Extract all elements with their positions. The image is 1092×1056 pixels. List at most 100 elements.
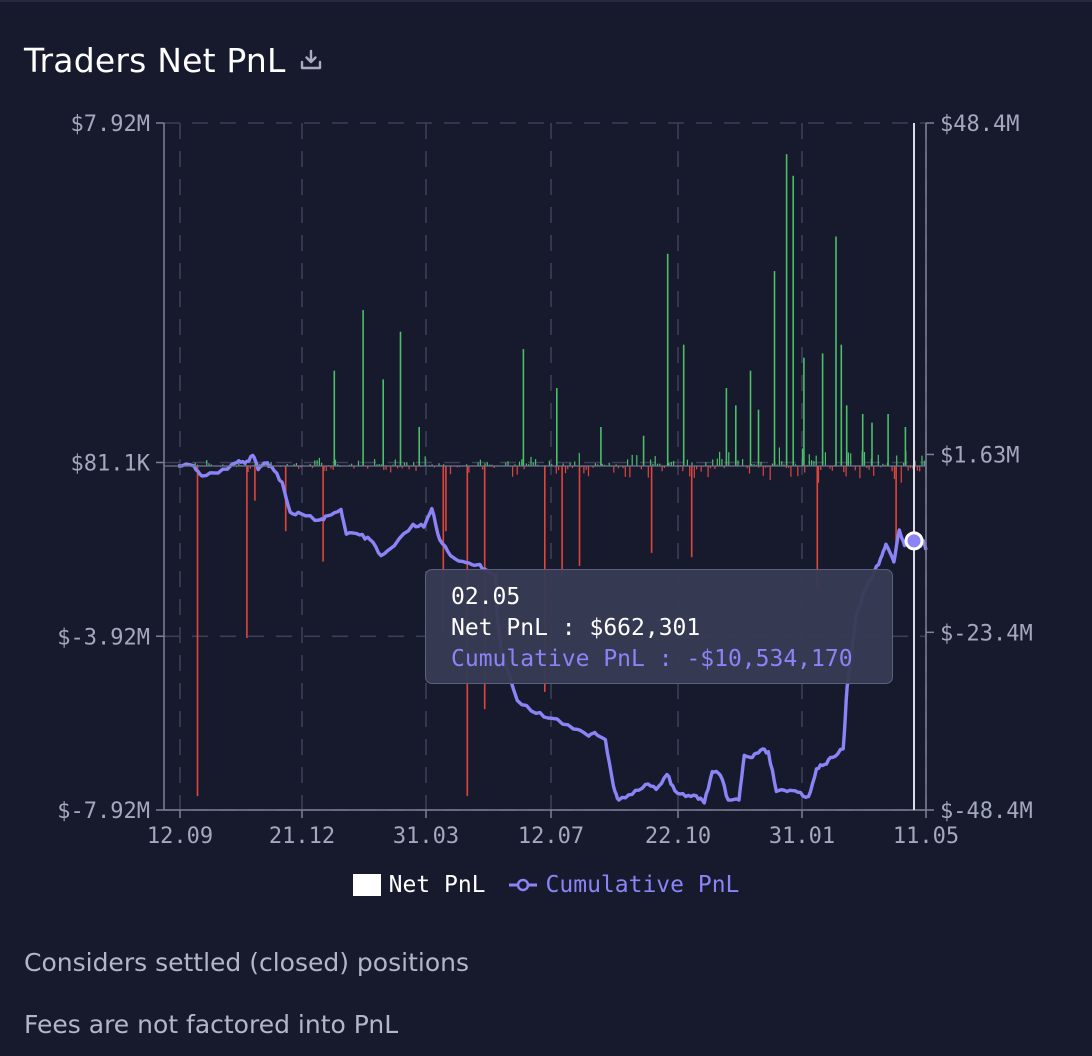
cursor-point bbox=[904, 531, 924, 551]
net-pnl-bar bbox=[206, 460, 208, 466]
net-pnl-bar bbox=[401, 466, 403, 469]
net-pnl-bar bbox=[700, 466, 702, 472]
net-pnl-bar bbox=[850, 453, 852, 466]
net-pnl-bar bbox=[408, 466, 410, 470]
net-pnl-bar bbox=[909, 466, 912, 468]
net-pnl-bar bbox=[530, 456, 532, 466]
net-pnl-bar bbox=[445, 466, 447, 532]
net-pnl-bar bbox=[785, 466, 787, 469]
net-pnl-bar bbox=[707, 466, 709, 478]
net-pnl-bar bbox=[824, 452, 826, 466]
tooltip-net-pnl: Net PnL : $662,301 bbox=[451, 615, 701, 641]
header: Traders Net PnL bbox=[24, 38, 324, 82]
net-pnl-bar bbox=[293, 464, 295, 466]
net-pnl-bar bbox=[835, 236, 837, 466]
net-pnl-bar bbox=[785, 154, 788, 466]
x-axis-tick-label: 22.10 bbox=[645, 824, 711, 849]
net-pnl-bar bbox=[691, 462, 693, 466]
net-pnl-bar bbox=[322, 466, 324, 562]
net-pnl-bar bbox=[640, 466, 642, 470]
net-pnl-bar bbox=[877, 454, 879, 466]
net-pnl-bar bbox=[194, 462, 196, 466]
net-pnl-bar bbox=[571, 466, 573, 469]
net-pnl-bar bbox=[693, 466, 695, 478]
net-pnl-bar bbox=[840, 344, 843, 466]
net-pnl-bar bbox=[314, 460, 316, 466]
net-pnl-bar bbox=[723, 466, 725, 469]
net-pnl-bar bbox=[868, 466, 870, 470]
net-pnl-bar bbox=[535, 459, 537, 466]
net-pnl-bar bbox=[788, 466, 790, 468]
left-axis-tick-label: $7.92M bbox=[71, 112, 150, 137]
net-pnl-bar bbox=[762, 466, 764, 476]
net-pnl-bar bbox=[334, 459, 337, 466]
net-pnl-bar bbox=[673, 461, 675, 466]
net-pnl-bar bbox=[861, 414, 864, 466]
net-pnl-bar bbox=[528, 464, 530, 466]
net-pnl-bar bbox=[896, 455, 898, 466]
net-pnl-bar bbox=[295, 463, 297, 466]
net-pnl-bar bbox=[682, 466, 684, 472]
net-pnl-bar bbox=[689, 466, 691, 477]
net-pnl-bar bbox=[316, 460, 318, 466]
net-pnl-bar bbox=[903, 463, 905, 466]
net-pnl-bar bbox=[811, 460, 813, 466]
net-pnl-bar bbox=[548, 460, 550, 466]
net-pnl-bar bbox=[808, 454, 810, 466]
net-pnl-bar bbox=[286, 464, 288, 466]
net-pnl-bar bbox=[482, 466, 484, 470]
net-pnl-bar bbox=[737, 460, 739, 466]
net-pnl-bar bbox=[382, 379, 384, 466]
net-pnl-bar bbox=[443, 464, 445, 466]
net-pnl-bar bbox=[781, 461, 783, 466]
net-pnl-bar bbox=[438, 463, 440, 466]
net-pnl-bar bbox=[916, 466, 918, 471]
left-axis-tick-label: $-3.92M bbox=[57, 625, 150, 650]
x-axis-tick-label: 12.07 bbox=[518, 824, 584, 849]
net-pnl-bar bbox=[505, 462, 507, 466]
net-pnl-bar bbox=[813, 461, 815, 466]
x-axis-tick-label: 21.12 bbox=[269, 824, 335, 849]
net-pnl-bar bbox=[682, 344, 685, 466]
note-settled-positions: Considers settled (closed) positions bbox=[24, 948, 469, 977]
net-pnl-bar bbox=[518, 461, 521, 466]
chart-tooltip: 02.05 Net PnL : $662,301 Cumulative PnL … bbox=[425, 569, 893, 684]
net-pnl-bar bbox=[351, 463, 353, 466]
net-pnl-bar bbox=[746, 466, 748, 469]
net-pnl-bar bbox=[923, 460, 925, 466]
net-pnl-bar bbox=[765, 466, 767, 468]
net-pnl-bar bbox=[622, 466, 624, 469]
net-pnl-bar bbox=[794, 464, 797, 466]
net-pnl-bar bbox=[615, 464, 617, 466]
net-pnl-bar bbox=[705, 462, 707, 466]
net-pnl-bar bbox=[567, 466, 569, 470]
net-pnl-bar bbox=[486, 462, 488, 466]
net-pnl-bar bbox=[831, 466, 833, 471]
net-pnl-bar bbox=[690, 466, 693, 558]
net-pnl-bar bbox=[516, 466, 518, 475]
net-pnl-bar bbox=[298, 466, 300, 469]
tooltip-date: 02.05 bbox=[451, 584, 521, 610]
net-pnl-bar bbox=[760, 461, 762, 466]
net-pnl-bar bbox=[238, 463, 240, 466]
legend-item-cumulative-pnl[interactable]: Cumulative PnL bbox=[508, 872, 739, 898]
download-icon[interactable] bbox=[298, 47, 324, 73]
net-pnl-bar bbox=[254, 463, 256, 466]
net-pnl-bar bbox=[380, 464, 383, 466]
net-pnl-bar bbox=[484, 463, 486, 466]
net-pnl-bar bbox=[466, 464, 468, 466]
net-pnl-bar bbox=[491, 464, 493, 466]
net-pnl-bar bbox=[561, 466, 563, 579]
net-pnl-bar bbox=[880, 466, 882, 468]
net-pnl-bar bbox=[817, 466, 820, 483]
net-pnl-bar bbox=[843, 466, 845, 473]
net-pnl-bar bbox=[617, 466, 619, 469]
legend-swatch-cumulative-pnl bbox=[508, 878, 537, 892]
top-border bbox=[0, 0, 1092, 2]
net-pnl-bar bbox=[728, 452, 730, 466]
pnl-chart[interactable]: $7.92M $81.1K $-3.92M $-7.92M $48.4M $1.63M $-… bbox=[0, 100, 1092, 860]
legend-item-net-pnl[interactable]: Net PnL bbox=[352, 872, 486, 898]
net-pnl-bar bbox=[725, 388, 728, 466]
net-pnl-bar bbox=[866, 466, 868, 468]
net-pnl-bar bbox=[321, 462, 323, 466]
